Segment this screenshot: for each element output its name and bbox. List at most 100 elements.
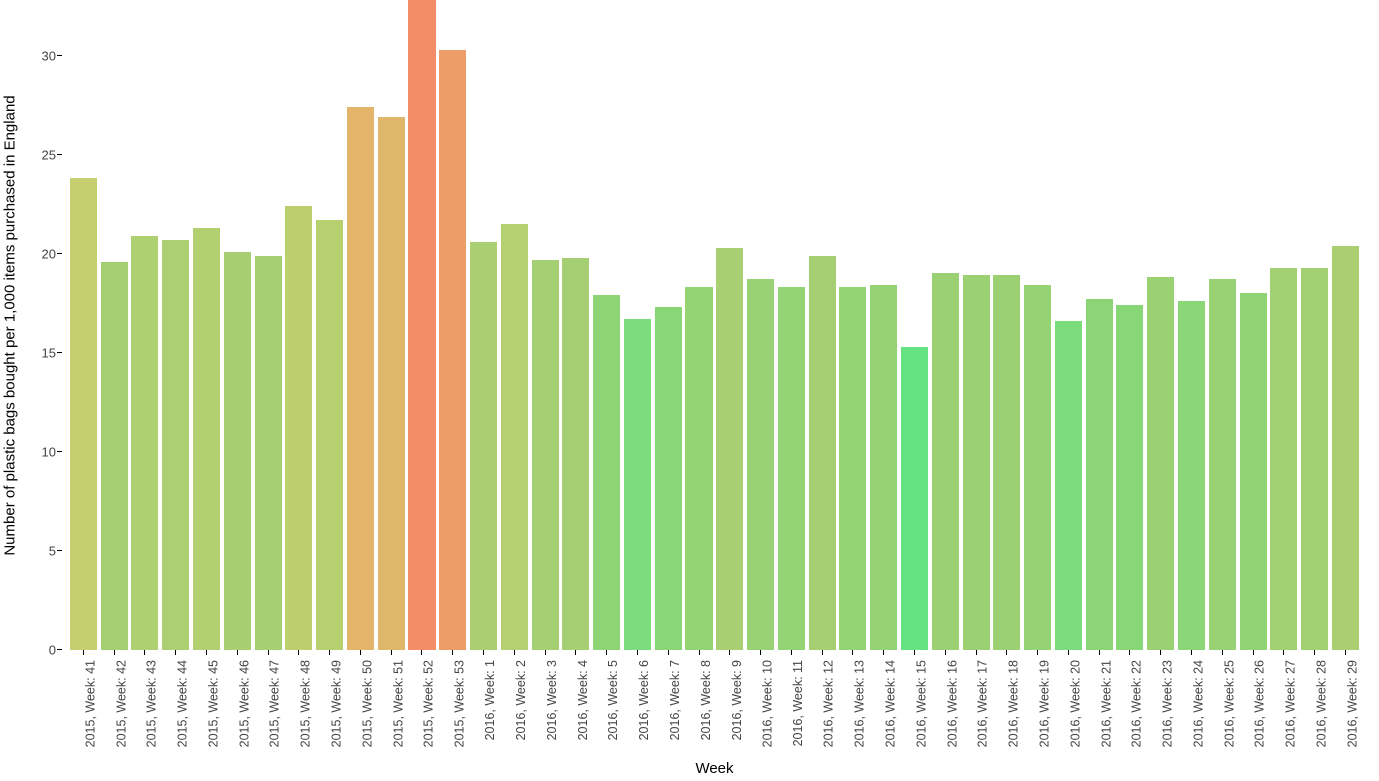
- bar: [470, 242, 497, 650]
- bar-slot: [991, 0, 1022, 650]
- bar-slot: [253, 0, 284, 650]
- bar: [501, 224, 528, 650]
- x-tick-label: 2015, Week: 43: [145, 660, 159, 747]
- x-tick-mark: [1191, 650, 1192, 655]
- x-tick-label: 2016, Week: 16: [945, 660, 959, 747]
- bar: [347, 107, 374, 650]
- bar-slot: [160, 0, 191, 650]
- bar-slot: [1238, 0, 1269, 650]
- x-tick-slot: 2016, Week: 1: [468, 652, 499, 762]
- y-axis-title: Number of plastic bags bought per 1,000 …: [0, 0, 20, 650]
- x-tick-label: 2016, Week: 25: [1222, 660, 1236, 747]
- x-tick-label: 2015, Week: 50: [360, 660, 374, 747]
- bar-slot: [714, 0, 745, 650]
- x-tick-label: 2016, Week: 2: [514, 660, 528, 740]
- x-tick-slot: 2016, Week: 15: [899, 652, 930, 762]
- x-tick-slot: 2016, Week: 12: [807, 652, 838, 762]
- x-tick-label: 2015, Week: 45: [207, 660, 221, 747]
- x-tick-label: 2016, Week: 27: [1284, 660, 1298, 747]
- x-tick-label: 2015, Week: 51: [391, 660, 405, 747]
- bar-slot: [345, 0, 376, 650]
- x-tick-label: 2015, Week: 49: [330, 660, 344, 747]
- x-tick-mark: [1160, 650, 1161, 655]
- bar: [224, 252, 251, 650]
- x-tick-mark: [175, 650, 176, 655]
- bar-slot: [591, 0, 622, 650]
- x-tick-label: 2016, Week: 11: [791, 660, 805, 746]
- bar-slot: [68, 0, 99, 650]
- bar-slot: [283, 0, 314, 650]
- x-tick-slot: 2015, Week: 48: [283, 652, 314, 762]
- x-tick-mark: [976, 650, 977, 655]
- x-tick-mark: [883, 650, 884, 655]
- bar: [162, 240, 189, 650]
- bar: [624, 319, 651, 650]
- x-tick-mark: [914, 650, 915, 655]
- x-tick-slot: 2016, Week: 27: [1268, 652, 1299, 762]
- x-tick-label: 2015, Week: 42: [114, 660, 128, 747]
- x-tick-slot: 2016, Week: 19: [1022, 652, 1053, 762]
- bar: [839, 287, 866, 650]
- x-tick-mark: [1068, 650, 1069, 655]
- bar-slot: [684, 0, 715, 650]
- x-tick-mark: [791, 650, 792, 655]
- x-tick-slot: 2015, Week: 53: [437, 652, 468, 762]
- bar: [70, 178, 97, 650]
- x-tick-mark: [545, 650, 546, 655]
- bar: [439, 50, 466, 650]
- x-tick-mark: [360, 650, 361, 655]
- y-tick-label: 15: [42, 345, 56, 360]
- x-tick-mark: [237, 650, 238, 655]
- bar: [870, 285, 897, 650]
- x-tick-mark: [1129, 650, 1130, 655]
- x-tick-slot: 2015, Week: 45: [191, 652, 222, 762]
- bar: [101, 262, 128, 650]
- x-tick-slot: 2015, Week: 52: [407, 652, 438, 762]
- bar-slot: [807, 0, 838, 650]
- bar-slot: [437, 0, 468, 650]
- x-tick-mark: [83, 650, 84, 655]
- x-tick-mark: [1283, 650, 1284, 655]
- x-tick-slot: 2016, Week: 5: [591, 652, 622, 762]
- bar: [193, 228, 220, 650]
- bar-slot: [561, 0, 592, 650]
- x-tick-slot: 2015, Week: 42: [99, 652, 130, 762]
- bar: [1270, 268, 1297, 650]
- x-axis-title: Week: [62, 760, 1367, 777]
- bar-slot: [314, 0, 345, 650]
- x-tick-mark: [668, 650, 669, 655]
- x-tick-slot: 2016, Week: 10: [745, 652, 776, 762]
- bar: [1209, 279, 1236, 650]
- bar-slot: [1299, 0, 1330, 650]
- x-tick-mark: [575, 650, 576, 655]
- x-tick-mark: [1099, 650, 1100, 655]
- bars-container: [62, 0, 1367, 650]
- x-tick-label: 2016, Week: 24: [1192, 660, 1206, 747]
- x-tick-label: 2015, Week: 46: [237, 660, 251, 747]
- x-tick-slot: 2016, Week: 25: [1207, 652, 1238, 762]
- bar: [1116, 305, 1143, 650]
- x-tick-label: 2015, Week: 41: [83, 660, 97, 747]
- plot-area: [62, 0, 1367, 650]
- x-tick-slot: 2016, Week: 28: [1299, 652, 1330, 762]
- x-tick-label: 2016, Week: 18: [1007, 660, 1021, 747]
- x-tick-mark: [1006, 650, 1007, 655]
- bar: [255, 256, 282, 650]
- x-tick-label: 2016, Week: 10: [761, 660, 775, 747]
- x-tick-label: 2016, Week: 1: [484, 660, 498, 740]
- x-tick-slot: 2016, Week: 9: [714, 652, 745, 762]
- x-tick-slot: 2016, Week: 16: [930, 652, 961, 762]
- x-tick-mark: [699, 650, 700, 655]
- x-tick-slot: 2016, Week: 3: [530, 652, 561, 762]
- x-tick-slot: 2015, Week: 50: [345, 652, 376, 762]
- y-axis-title-text: Number of plastic bags bought per 1,000 …: [2, 95, 19, 555]
- x-tick-slot: 2016, Week: 22: [1115, 652, 1146, 762]
- x-tick-label: 2015, Week: 47: [268, 660, 282, 747]
- x-tick-label: 2015, Week: 44: [176, 660, 190, 747]
- x-tick-mark: [144, 650, 145, 655]
- bar-slot: [653, 0, 684, 650]
- y-tick-label: 25: [42, 147, 56, 162]
- bar: [716, 248, 743, 650]
- x-tick-label: 2016, Week: 8: [699, 660, 713, 740]
- x-tick-slot: 2016, Week: 24: [1176, 652, 1207, 762]
